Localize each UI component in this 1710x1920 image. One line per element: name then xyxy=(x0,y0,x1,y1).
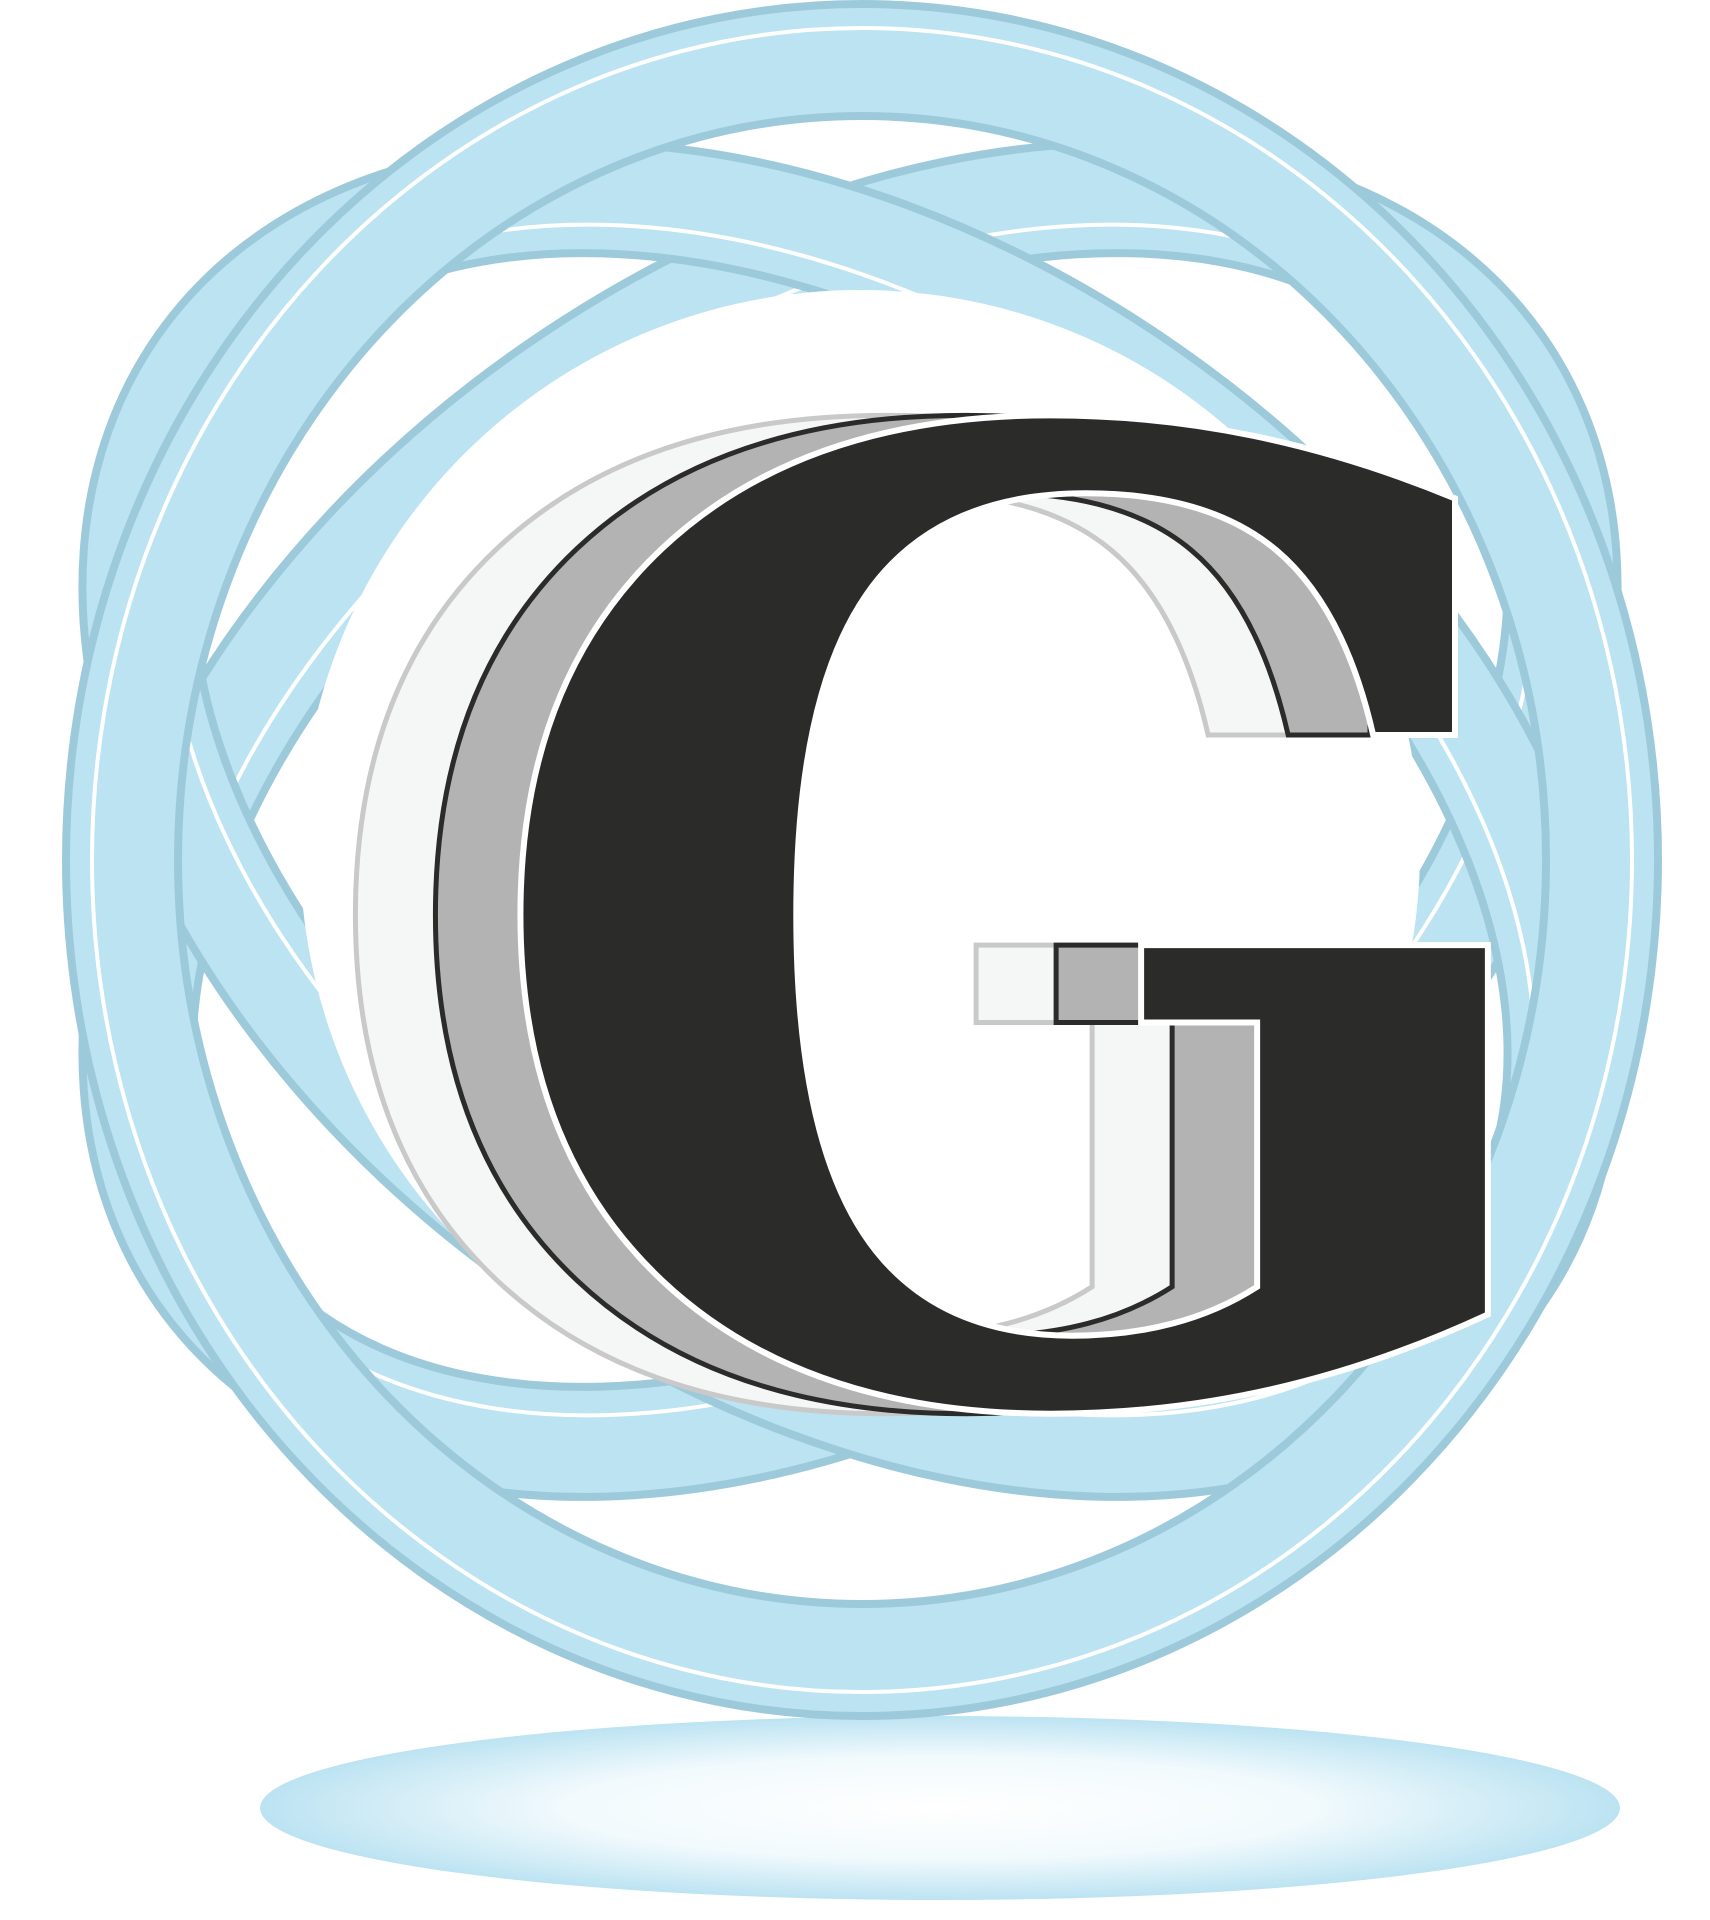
letter-g-back-layer: G xyxy=(300,157,1427,1707)
letter-g-front-layer: G xyxy=(465,157,1592,1707)
letter-g-middle-layer: G xyxy=(380,157,1507,1707)
lettermark-g: G G G xyxy=(298,154,1596,1710)
orbit-ring-3 xyxy=(62,0,1662,1720)
floor-shadow xyxy=(260,1716,1620,1900)
inner-disc xyxy=(300,290,1420,1410)
